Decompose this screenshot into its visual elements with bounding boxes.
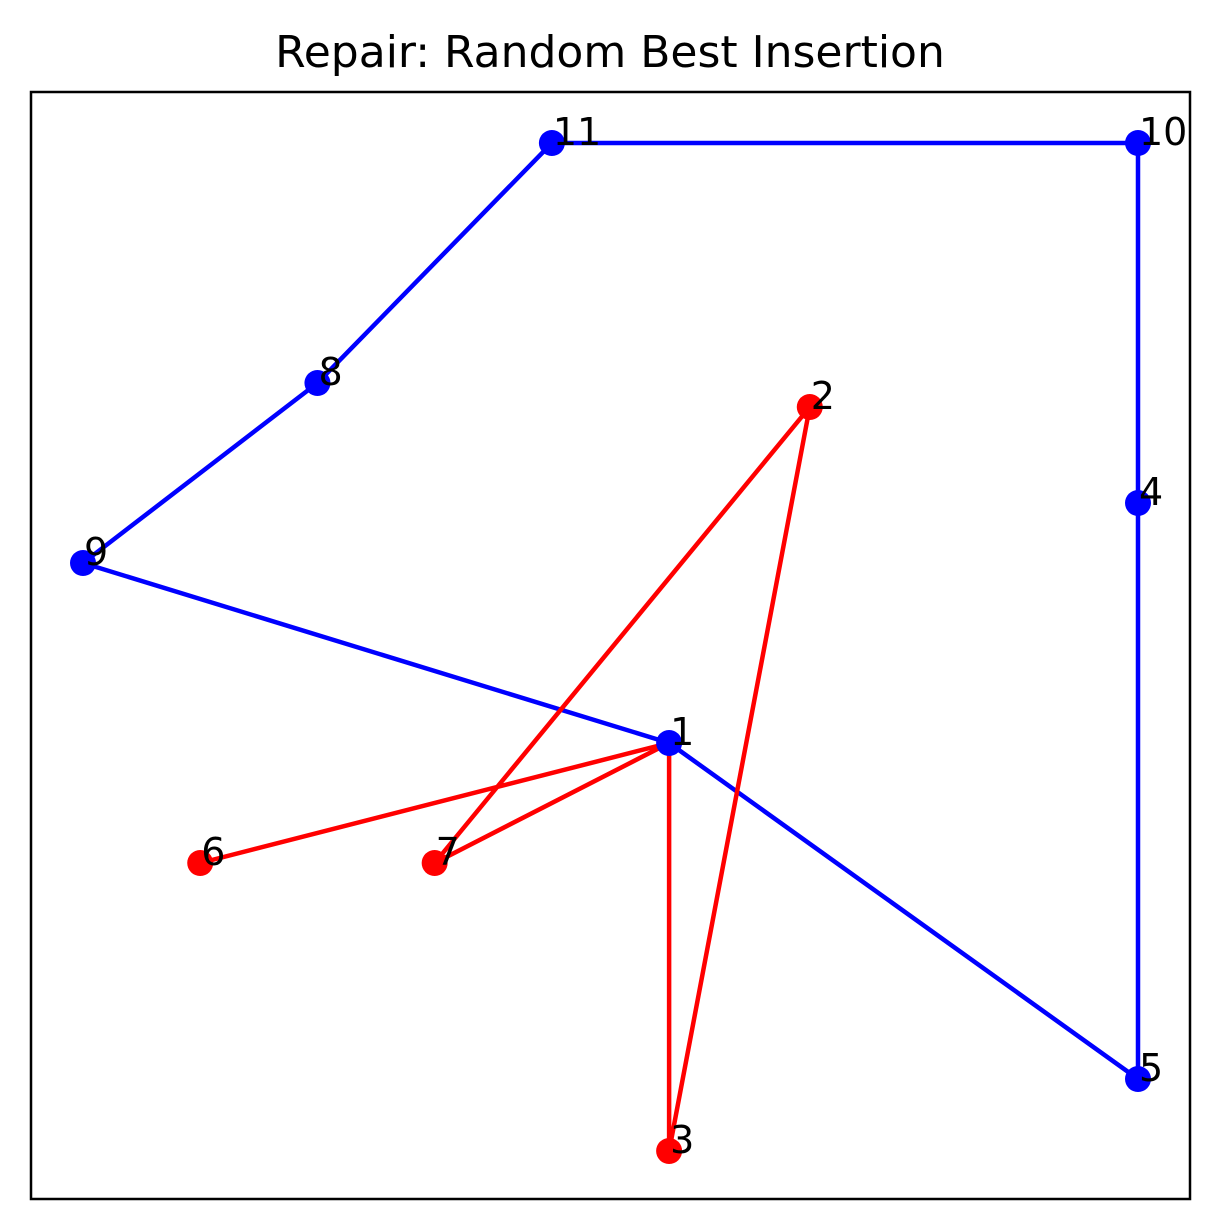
plot-frame — [29, 90, 1192, 1201]
chart-title: Repair: Random Best Insertion — [275, 27, 945, 78]
nodes-layer — [70, 130, 1151, 1164]
node-label-5: 5 — [1139, 1046, 1163, 1090]
node-label-7: 7 — [436, 830, 460, 874]
node-point-10 — [1125, 130, 1151, 156]
node-point-6 — [187, 850, 214, 876]
node-point-11 — [538, 130, 565, 156]
node-label-3: 3 — [670, 1118, 694, 1162]
routes-layer — [80, 140, 1141, 1154]
node-point-8 — [304, 370, 331, 396]
labels-layer: 1 2 3 4 5 6 7 8 9 10 11 — [84, 110, 1187, 1162]
node-point-5 — [1125, 1066, 1151, 1092]
node-label-4: 4 — [1139, 470, 1163, 514]
node-point-7 — [421, 850, 448, 876]
node-label-8: 8 — [318, 350, 342, 394]
node-point-1 — [656, 730, 683, 756]
node-label-10: 10 — [1139, 110, 1187, 154]
route-line-1 — [80, 140, 1141, 1082]
node-point-3 — [656, 1138, 683, 1164]
node-label-2: 2 — [811, 374, 835, 418]
node-label-6: 6 — [201, 830, 225, 874]
node-label-1: 1 — [670, 710, 694, 754]
node-label-9: 9 — [84, 530, 108, 574]
node-point-9 — [70, 550, 96, 576]
node-point-2 — [796, 394, 823, 420]
node-label-11: 11 — [553, 110, 601, 154]
node-point-4 — [1125, 490, 1151, 516]
